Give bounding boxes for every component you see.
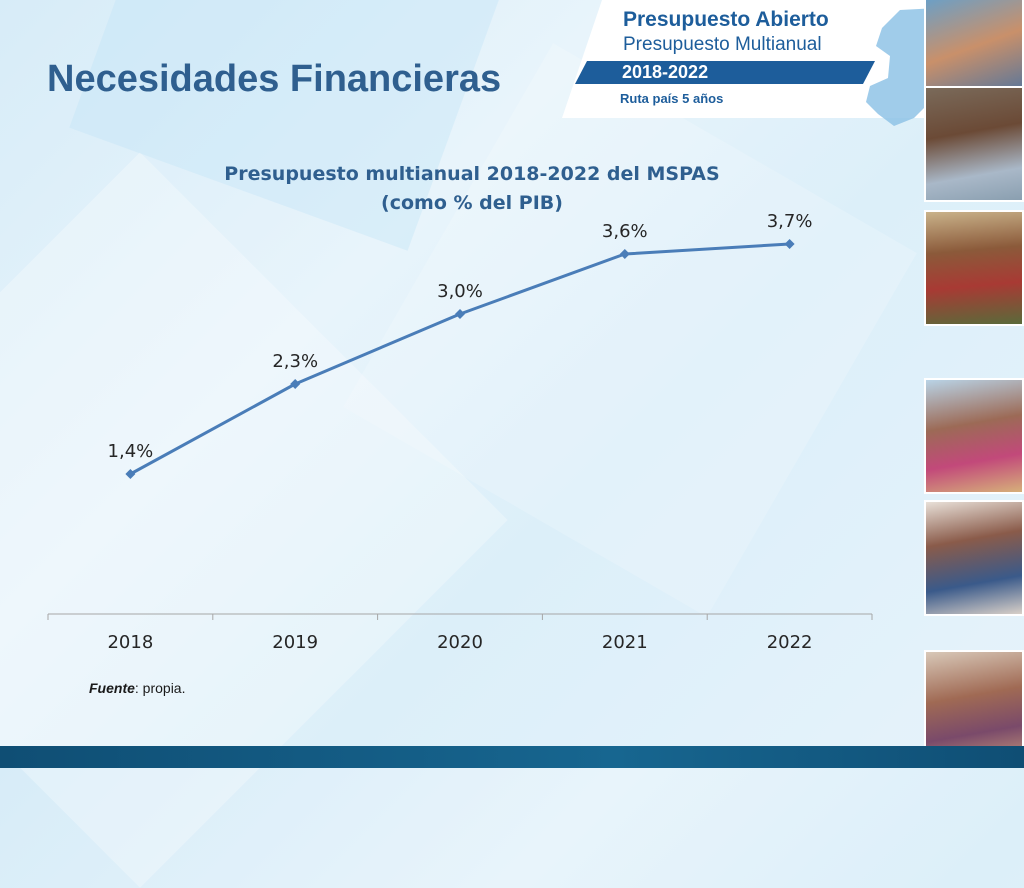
data-point <box>619 249 630 259</box>
source-label: Fuente <box>89 680 135 696</box>
source-note: Fuente: propia. <box>89 680 185 696</box>
source-text: : propia. <box>134 680 186 696</box>
logo-title: Presupuesto Abierto <box>623 8 829 31</box>
chart-title-line: (como % del PIB) <box>381 192 563 214</box>
x-tick-label: 2022 <box>767 632 813 653</box>
footer-bar <box>0 746 1024 768</box>
x-tick-label: 2018 <box>107 632 153 653</box>
data-label: 3,6% <box>602 221 648 242</box>
logo-year-band <box>575 61 875 84</box>
chart-title: Presupuesto multianual 2018-2022 del MSP… <box>140 160 804 218</box>
data-point <box>125 469 136 479</box>
logo-route: Ruta país 5 años <box>620 91 724 106</box>
data-label: 3,0% <box>437 281 483 302</box>
x-tick-label: 2020 <box>437 632 483 653</box>
data-point <box>455 309 465 319</box>
photo-girl-image <box>924 86 1024 202</box>
photo-classroom-image <box>924 500 1024 616</box>
logo-years: 2018-2022 <box>622 62 709 82</box>
x-tick-label: 2021 <box>602 632 648 653</box>
data-point <box>290 379 301 389</box>
data-label: 2,3% <box>272 351 318 372</box>
chart-title-line: Presupuesto multianual 2018-2022 del MSP… <box>224 163 720 185</box>
logo-subtitle: Presupuesto Multianual <box>623 34 822 55</box>
photo-farmer-image <box>924 210 1024 326</box>
series-line <box>129 242 790 476</box>
data-label: 1,4% <box>108 441 154 462</box>
line-chart: 2018 2019 2020 2021 2022 1,4% 2,3% 3,0% 3,6% 3,7% <box>47 211 873 653</box>
x-tick-label: 2019 <box>272 632 318 653</box>
photo-strip <box>912 0 1024 768</box>
data-point <box>784 239 795 249</box>
data-label: 3,7% <box>767 211 813 232</box>
slide-title: Necesidades Financieras <box>47 58 502 100</box>
photo-children-image <box>924 378 1024 494</box>
